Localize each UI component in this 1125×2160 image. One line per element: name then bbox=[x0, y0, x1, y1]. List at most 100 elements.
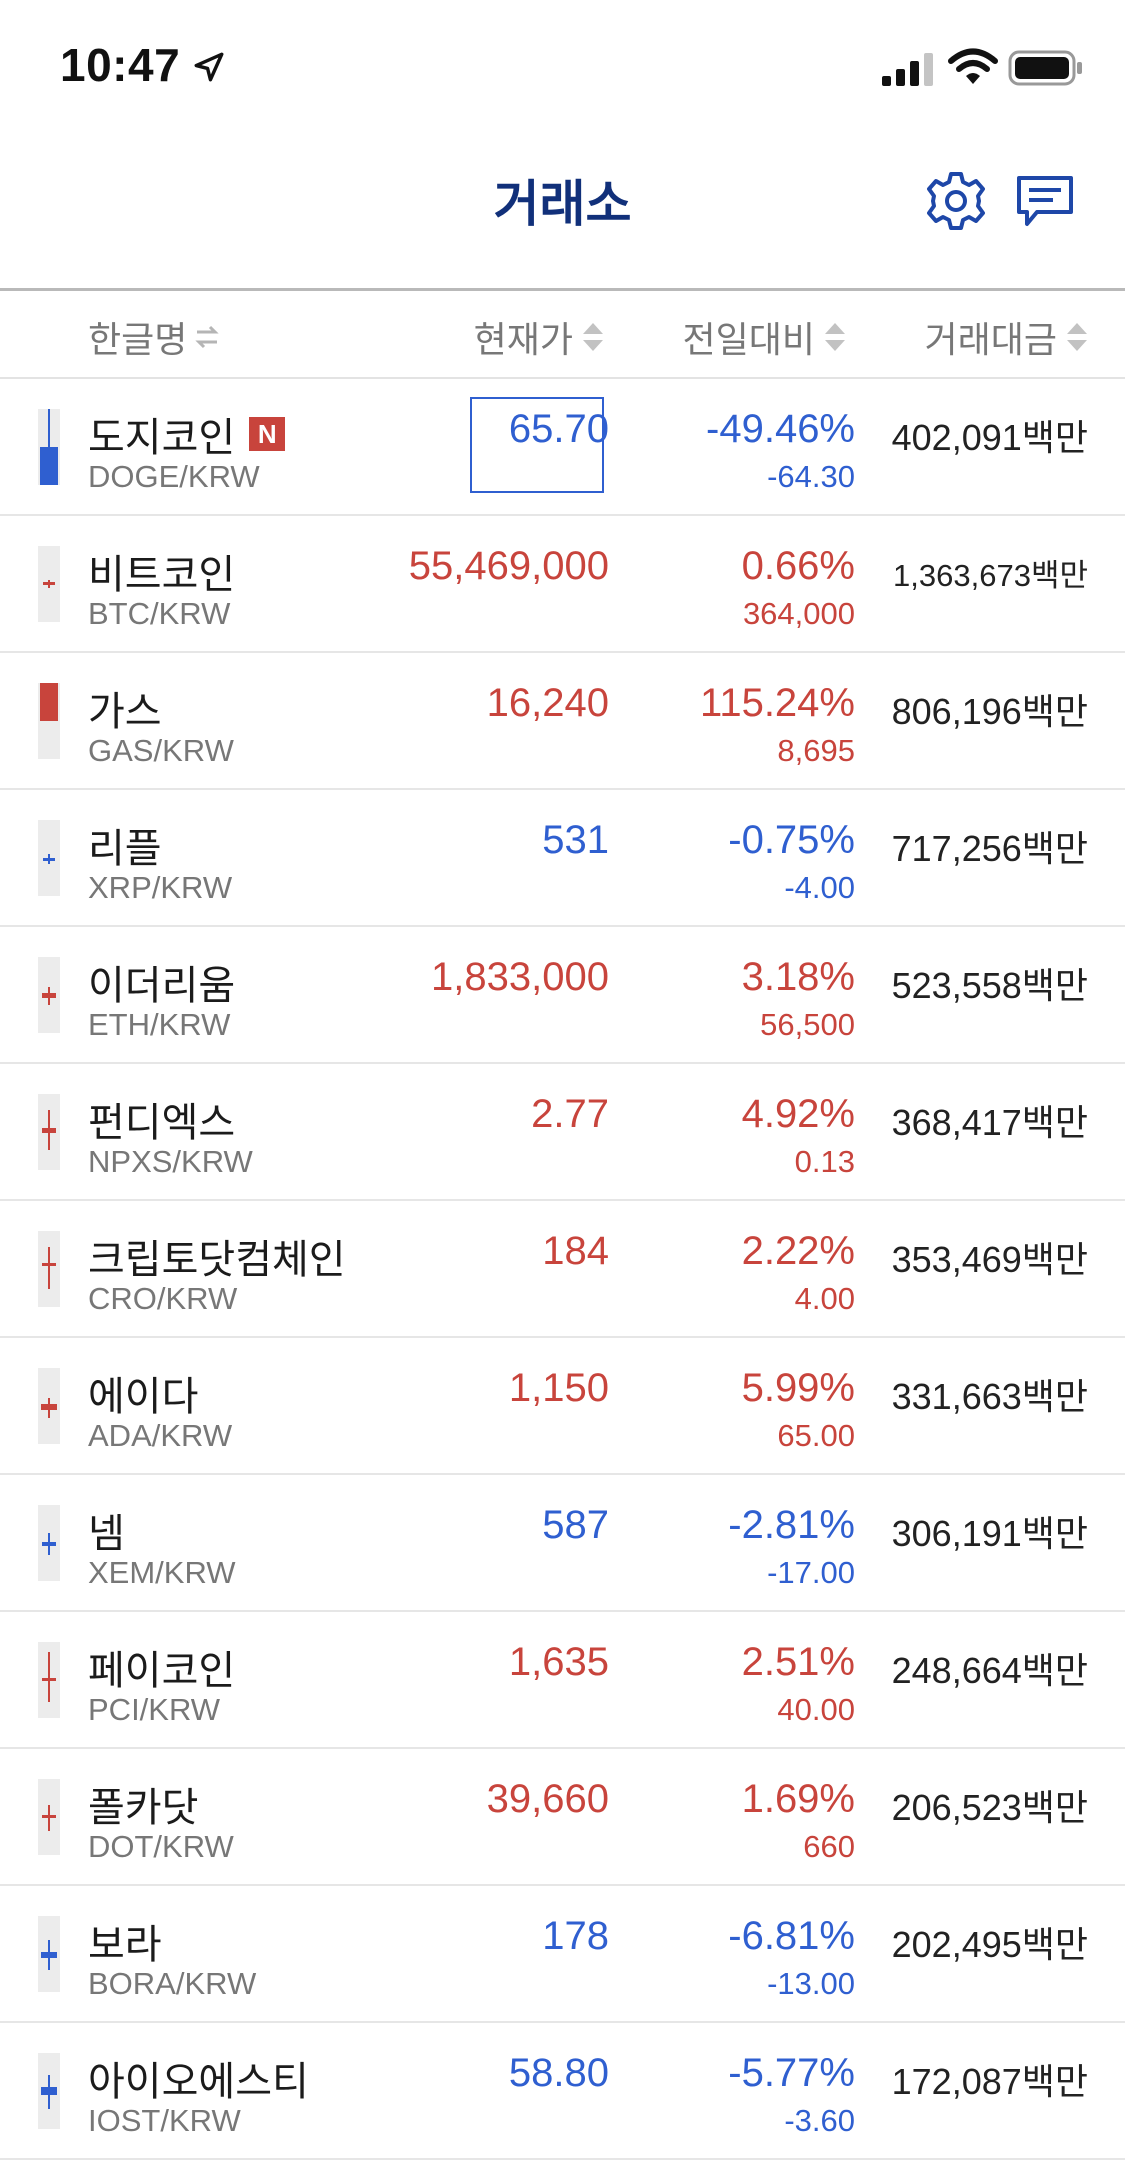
coin-row[interactable]: 페이코인 PCI/KRW 1,635 2.51% 40.00 248,664백만 bbox=[0, 1612, 1125, 1749]
coin-change-amount: 8,695 bbox=[777, 733, 855, 768]
coin-price: 184 bbox=[542, 1229, 609, 1273]
coin-change-amount: -64.30 bbox=[767, 459, 855, 494]
mini-candle-icon bbox=[38, 1368, 60, 1444]
coin-pair: CRO/KRW bbox=[88, 1281, 238, 1316]
mini-candle-icon bbox=[38, 1505, 60, 1581]
coin-row[interactable]: 아이오에스티 IOST/KRW 58.80 -5.77% -3.60 172,0… bbox=[0, 2023, 1125, 2160]
coin-row[interactable]: 폴카닷 DOT/KRW 39,660 1.69% 660 206,523백만 bbox=[0, 1749, 1125, 1886]
column-header: 한글명 현재가 전일대비 거래대금 bbox=[0, 291, 1125, 379]
wifi-icon bbox=[948, 48, 998, 84]
coin-row[interactable]: 에이다 ADA/KRW 1,150 5.99% 65.00 331,663백만 bbox=[0, 1338, 1125, 1475]
coin-row[interactable]: 도지코인 N DOGE/KRW 65.70 -49.46% -64.30 402… bbox=[0, 379, 1125, 516]
coin-volume: 206,523백만 bbox=[891, 1787, 1088, 1828]
coin-row[interactable]: 넴 XEM/KRW 587 -2.81% -17.00 306,191백만 bbox=[0, 1475, 1125, 1612]
sort-by-price[interactable]: 현재가 bbox=[474, 311, 605, 363]
coin-price: 178 bbox=[542, 1914, 609, 1958]
coin-row[interactable]: 크립토닷컴체인 CRO/KRW 184 2.22% 4.00 353,469백만 bbox=[0, 1201, 1125, 1338]
coin-row[interactable]: 보라 BORA/KRW 178 -6.81% -13.00 202,495백만 bbox=[0, 1886, 1125, 2023]
coin-name: 에이다 bbox=[88, 1375, 199, 1419]
sort-arrows-icon bbox=[583, 323, 603, 351]
coin-row[interactable]: 펀디엑스 NPXS/KRW 2.77 4.92% 0.13 368,417백만 bbox=[0, 1064, 1125, 1201]
sort-arrows-icon bbox=[1067, 323, 1087, 351]
new-badge: N bbox=[249, 417, 286, 451]
coin-pair: XEM/KRW bbox=[88, 1555, 236, 1590]
mini-candle-icon bbox=[38, 820, 60, 896]
chat-icon[interactable] bbox=[1015, 172, 1075, 232]
coin-price: 2.77 bbox=[531, 1092, 609, 1136]
sort-arrows-icon bbox=[825, 323, 845, 351]
app-header: 거래소 bbox=[0, 130, 1125, 291]
coin-change-amount: 4.00 bbox=[794, 1281, 855, 1316]
coin-change-percent: -49.46% bbox=[706, 407, 855, 451]
coin-pair: XRP/KRW bbox=[88, 870, 233, 905]
coin-volume: 523,558백만 bbox=[891, 965, 1088, 1006]
coin-volume: 306,191백만 bbox=[891, 1513, 1088, 1554]
coin-name: 이더리움 bbox=[88, 964, 236, 1008]
coin-pair: DOGE/KRW bbox=[88, 459, 260, 494]
coin-change-percent: -0.75% bbox=[728, 818, 855, 862]
coin-change-amount: 364,000 bbox=[742, 596, 855, 631]
coin-change-percent: -5.77% bbox=[728, 2051, 855, 2095]
mini-candle-icon bbox=[38, 409, 60, 485]
mini-candle-icon bbox=[38, 546, 60, 622]
mini-candle-icon bbox=[38, 683, 60, 759]
coin-pair: BTC/KRW bbox=[88, 596, 231, 631]
swap-icon bbox=[195, 325, 219, 349]
mini-candle-icon bbox=[38, 1231, 60, 1307]
coin-name: 폴카닷 bbox=[88, 1786, 199, 1830]
coin-price: 39,660 bbox=[486, 1777, 609, 1821]
coin-price: 16,240 bbox=[486, 681, 609, 725]
coin-name: 페이코인 bbox=[88, 1649, 236, 1693]
coin-row[interactable]: 리플 XRP/KRW 531 -0.75% -4.00 717,256백만 bbox=[0, 790, 1125, 927]
coin-change-percent: 5.99% bbox=[741, 1366, 855, 1410]
mini-candle-icon bbox=[38, 1642, 60, 1718]
mini-candle-icon bbox=[38, 1916, 60, 1992]
coin-pair: BORA/KRW bbox=[88, 1966, 257, 2001]
price-highlight-box bbox=[470, 397, 604, 493]
coin-change-amount: -3.60 bbox=[784, 2103, 855, 2138]
cellular-signal-icon bbox=[882, 53, 933, 86]
column-price-label: 현재가 bbox=[473, 319, 573, 360]
coin-volume: 1,363,673백만 bbox=[893, 558, 1088, 593]
coin-price: 1,833,000 bbox=[431, 955, 609, 999]
coin-change-percent: 115.24% bbox=[700, 681, 855, 725]
coin-row[interactable]: 비트코인 BTC/KRW 55,469,000 0.66% 364,000 1,… bbox=[0, 516, 1125, 653]
coin-pair: ETH/KRW bbox=[88, 1007, 231, 1042]
coin-volume: 202,495백만 bbox=[891, 1924, 1088, 1965]
coin-change-amount: 56,500 bbox=[760, 1007, 855, 1042]
coin-row[interactable]: 가스 GAS/KRW 16,240 115.24% 8,695 806,196백… bbox=[0, 653, 1125, 790]
coin-change-amount: -4.00 bbox=[784, 870, 855, 905]
coin-change-amount: 0.13 bbox=[794, 1144, 855, 1179]
coin-change-amount: -17.00 bbox=[767, 1555, 855, 1590]
sort-by-volume[interactable]: 거래대금 bbox=[925, 311, 1089, 363]
battery-icon bbox=[1008, 50, 1082, 86]
coin-price: 587 bbox=[542, 1503, 609, 1547]
coin-name: 리플 bbox=[88, 827, 162, 871]
coin-volume: 248,664백만 bbox=[891, 1650, 1088, 1691]
sort-by-name[interactable]: 한글명 bbox=[88, 311, 219, 363]
status-time: 10:47 bbox=[60, 39, 181, 91]
coin-name: 크립토닷컴체인 bbox=[88, 1238, 346, 1282]
coin-pair: NPXS/KRW bbox=[88, 1144, 253, 1179]
coin-volume: 402,091백만 bbox=[891, 417, 1088, 458]
mini-candle-icon bbox=[38, 2053, 60, 2129]
coin-pair: DOT/KRW bbox=[88, 1829, 234, 1864]
mini-candle-icon bbox=[38, 1094, 60, 1170]
coin-volume: 331,663백만 bbox=[891, 1376, 1088, 1417]
sort-by-change[interactable]: 전일대비 bbox=[683, 311, 847, 363]
mini-candle-icon bbox=[38, 1779, 60, 1855]
coin-change-percent: 2.51% bbox=[741, 1640, 855, 1684]
coin-price: 1,635 bbox=[508, 1640, 609, 1684]
coin-row[interactable]: 이더리움 ETH/KRW 1,833,000 3.18% 56,500 523,… bbox=[0, 927, 1125, 1064]
gear-icon[interactable] bbox=[925, 170, 987, 232]
coin-name: 펀디엑스 bbox=[88, 1101, 236, 1145]
coin-name: 가스 bbox=[88, 690, 162, 734]
coin-change-percent: 0.66% bbox=[741, 544, 855, 588]
coin-change-percent: -2.81% bbox=[728, 1503, 855, 1547]
coin-list: 도지코인 N DOGE/KRW 65.70 -49.46% -64.30 402… bbox=[0, 379, 1125, 2160]
page-title: 거래소 bbox=[493, 176, 632, 232]
coin-change-percent: 2.22% bbox=[741, 1229, 855, 1273]
coin-price: 55,469,000 bbox=[408, 544, 609, 588]
coin-volume: 172,087백만 bbox=[891, 2061, 1088, 2102]
mini-candle-icon bbox=[38, 957, 60, 1033]
